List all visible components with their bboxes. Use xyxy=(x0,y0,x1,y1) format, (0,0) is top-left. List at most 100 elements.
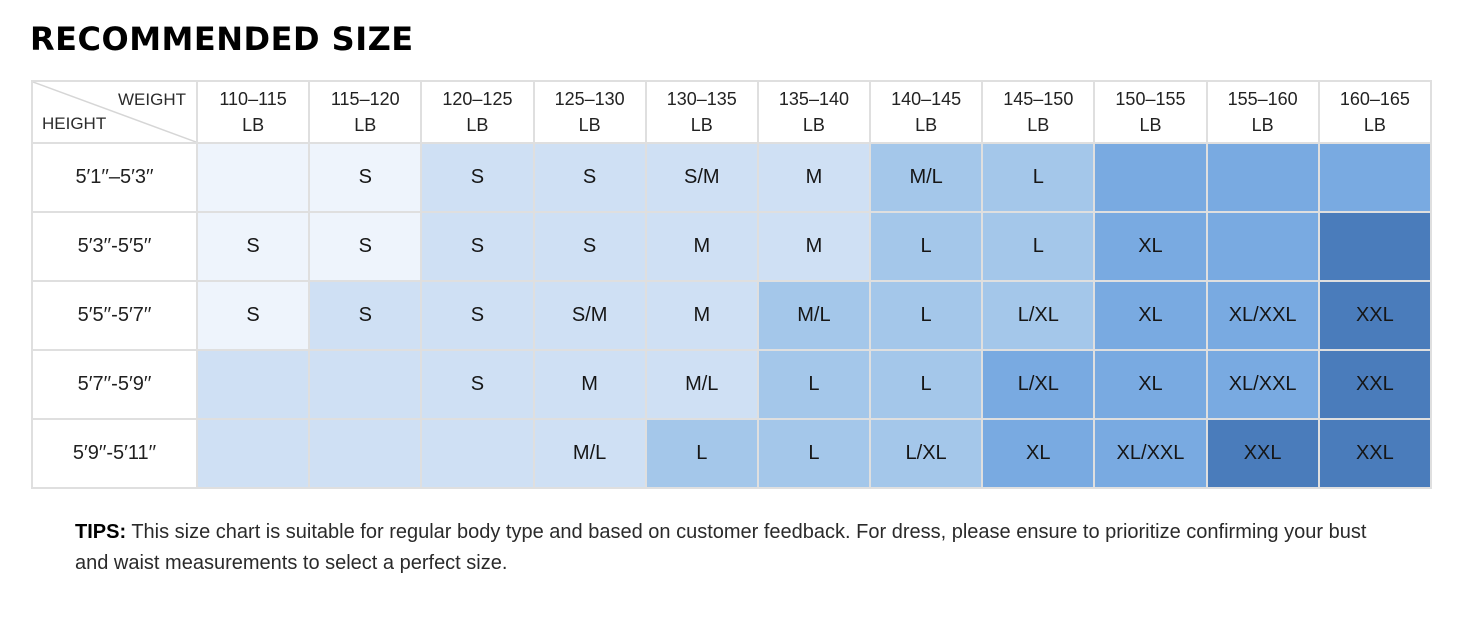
weight-unit: LB xyxy=(354,115,377,135)
size-cell: L xyxy=(756,349,872,420)
weight-range: 120–125 xyxy=(442,88,513,109)
size-cell: M xyxy=(756,142,872,213)
size-cell: XL/XXL xyxy=(1205,280,1320,351)
size-cell xyxy=(195,418,311,489)
size-cell: XL xyxy=(1093,349,1208,420)
size-cell xyxy=(1317,142,1433,213)
height-label-cell: 5′9′′-5′11′′ xyxy=(31,418,198,489)
size-cell: M xyxy=(644,211,759,282)
size-cell: XXL xyxy=(1317,280,1433,351)
weight-range: 140–145 xyxy=(891,88,962,109)
weight-range: 150–155 xyxy=(1115,88,1186,109)
table-row: 5′3′′-5′5′′ S S S S M M L L XL xyxy=(31,211,1433,282)
size-cell: XXL xyxy=(1317,349,1433,420)
size-chart-page: RECOMMENDED SIZE WEIGHT HEIGHT 110–115 LB… xyxy=(0,20,1464,620)
size-cell: M/L xyxy=(756,280,872,351)
weight-header-cell: 110–115 LB xyxy=(195,80,311,144)
tips-label: TIPS: xyxy=(75,521,127,543)
size-cell: S/M xyxy=(532,280,647,351)
table-row: 5′1′′–5′3′′ S S S S/M M M/L L xyxy=(31,142,1433,213)
weight-unit: LB xyxy=(1363,115,1386,135)
size-cell: L xyxy=(869,211,984,282)
size-cell: XL xyxy=(1093,211,1208,282)
size-cell: M xyxy=(644,280,759,351)
weight-unit: LB xyxy=(466,115,489,135)
size-cell: XL/XXL xyxy=(1093,418,1208,489)
weight-unit: LB xyxy=(690,115,713,135)
size-chart-table: WEIGHT HEIGHT 110–115 LB 115–120 LB 120–125 L… xyxy=(31,80,1433,489)
weight-header-cell: 150–155 LB xyxy=(1093,80,1208,144)
weight-unit: LB xyxy=(242,115,265,135)
weight-range: 115–120 xyxy=(330,88,400,109)
height-label-cell: 5′3′′-5′5′′ xyxy=(31,211,198,282)
weight-header-cell: 130–135 LB xyxy=(644,80,759,144)
weight-range: 125–130 xyxy=(554,88,625,109)
size-cell: M/L xyxy=(532,418,647,489)
size-cell: S xyxy=(532,142,647,213)
weight-header-cell: 155–160 LB xyxy=(1205,80,1320,144)
header-row: WEIGHT HEIGHT 110–115 LB 115–120 LB 120–125 L… xyxy=(31,80,1433,144)
size-cell: XL/XXL xyxy=(1205,349,1320,420)
size-cell: S xyxy=(420,349,535,420)
weight-header-cell: 115–120 LB xyxy=(308,80,423,144)
page-title: RECOMMENDED SIZE xyxy=(30,20,414,58)
size-cell: S xyxy=(195,211,311,282)
size-cell: M xyxy=(756,211,872,282)
tips-note: TIPS: This size chart is suitable for re… xyxy=(75,517,1375,579)
size-cell xyxy=(1317,211,1433,282)
weight-range: 110–115 xyxy=(219,88,287,109)
size-cell xyxy=(1093,142,1208,213)
size-cell: S xyxy=(195,280,311,351)
table-row: 5′9′′-5′11′′ M/L L L L/XL XL XL/XXL XXL XXL xyxy=(31,418,1433,489)
size-cell: S xyxy=(420,280,535,351)
weight-axis-label: WEIGHT xyxy=(118,90,186,109)
size-cell: L xyxy=(981,142,1096,213)
size-cell xyxy=(195,142,311,213)
size-cell: M/L xyxy=(644,349,759,420)
size-cell: S/M xyxy=(644,142,759,213)
size-cell: L/XL xyxy=(981,280,1096,351)
weight-range: 145–150 xyxy=(1003,88,1074,109)
size-cell: S xyxy=(308,280,423,351)
table-row: 5′7′′-5′9′′ S M M/L L L L/XL XL XL/XXL XXL xyxy=(31,349,1433,420)
size-cell: XXL xyxy=(1317,418,1433,489)
size-cell: S xyxy=(420,211,535,282)
weight-unit: LB xyxy=(1139,115,1162,135)
weight-header-cell: 135–140 LB xyxy=(756,80,872,144)
height-label-cell: 5′1′′–5′3′′ xyxy=(31,142,198,213)
size-cell: L/XL xyxy=(981,349,1096,420)
size-cell: M xyxy=(532,349,647,420)
weight-unit: LB xyxy=(578,115,601,135)
size-cell: S xyxy=(308,142,423,213)
weight-unit: LB xyxy=(802,115,825,135)
weight-unit: LB xyxy=(915,115,938,135)
size-cell: L/XL xyxy=(869,418,984,489)
size-cell xyxy=(420,418,535,489)
height-label-cell: 5′5′′-5′7′′ xyxy=(31,280,198,351)
size-cell xyxy=(1205,142,1320,213)
corner-header-cell: WEIGHT HEIGHT xyxy=(31,80,198,144)
size-cell: XL xyxy=(1093,280,1208,351)
height-axis-label: HEIGHT xyxy=(42,114,107,133)
size-cell: L xyxy=(869,280,984,351)
size-cell xyxy=(1205,211,1320,282)
size-cell: S xyxy=(532,211,647,282)
diagonal-divider-line xyxy=(33,82,196,142)
table-row: 5′5′′-5′7′′ S S S S/M M M/L L L/XL XL XL/XXL XXL xyxy=(31,280,1433,351)
weight-unit: LB xyxy=(1027,115,1050,135)
size-cell xyxy=(308,349,423,420)
size-cell: L xyxy=(644,418,759,489)
weight-header-cell: 125–130 LB xyxy=(532,80,647,144)
size-cell: XXL xyxy=(1205,418,1320,489)
size-cell: S xyxy=(308,211,423,282)
weight-range: 130–135 xyxy=(666,88,737,109)
weight-header-cell: 140–145 LB xyxy=(869,80,984,144)
weight-header-cell: 160–165 LB xyxy=(1317,80,1433,144)
tips-text: This size chart is suitable for regular … xyxy=(75,521,1367,574)
weight-range: 160–165 xyxy=(1339,88,1410,109)
weight-header-cell: 145–150 LB xyxy=(981,80,1096,144)
size-cell: L xyxy=(869,349,984,420)
size-cell: S xyxy=(420,142,535,213)
weight-header-cell: 120–125 LB xyxy=(420,80,535,144)
size-cell: XL xyxy=(981,418,1096,489)
